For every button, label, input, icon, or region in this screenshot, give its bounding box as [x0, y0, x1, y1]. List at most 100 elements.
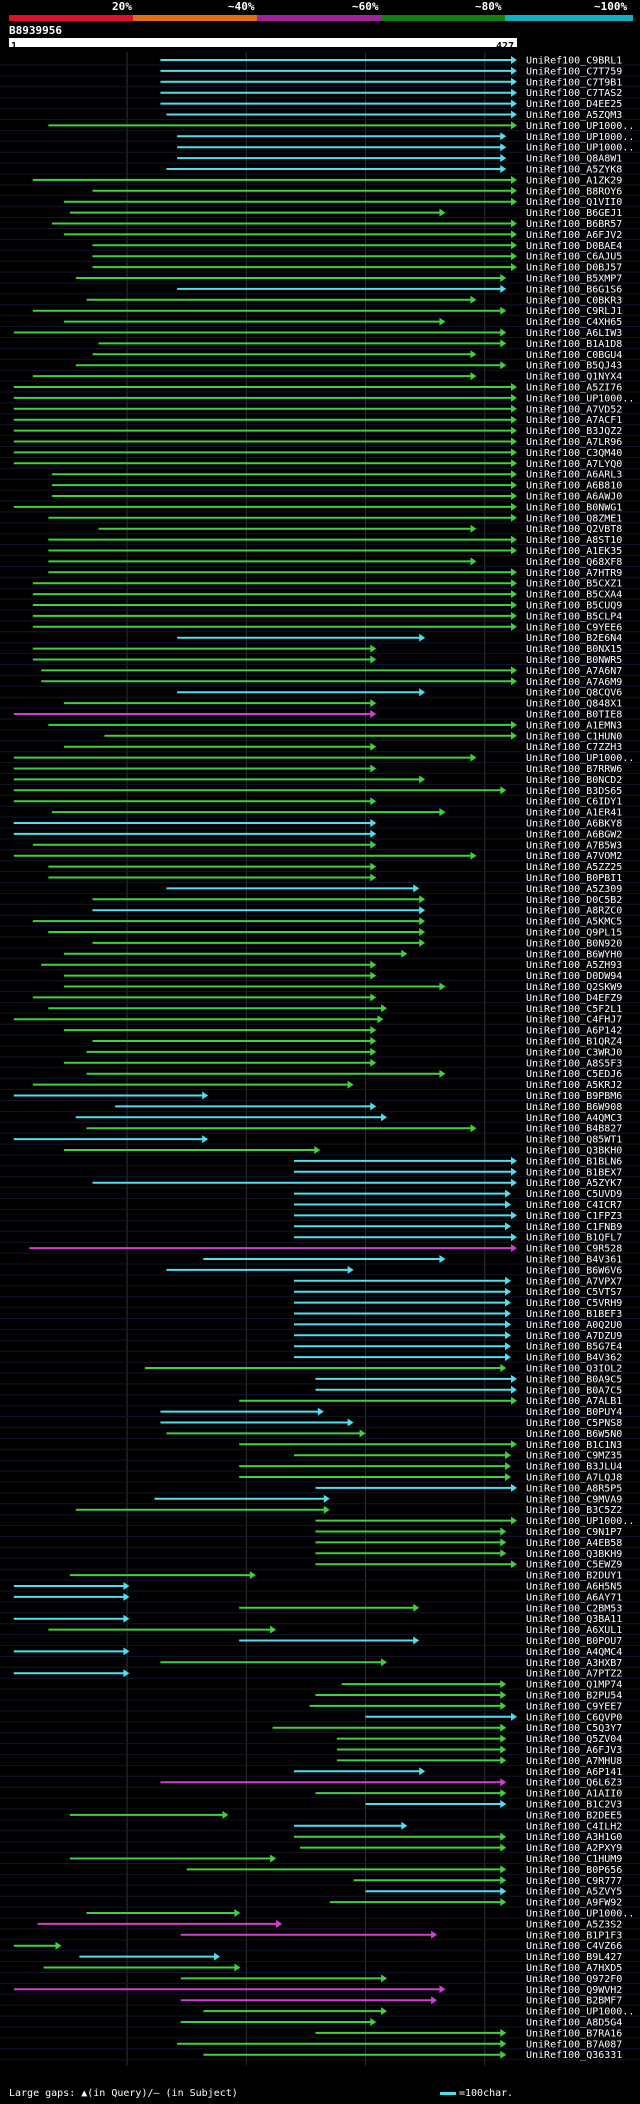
hit-label[interactable]: UniRef100_C9MZ35 — [526, 1451, 622, 1462]
hit-label[interactable]: UniRef100_C7TAS2 — [526, 88, 622, 99]
hit-label[interactable]: UniRef100_A7HTR9 — [526, 568, 622, 579]
hit-label[interactable]: UniRef100_A6LIW3 — [526, 328, 622, 339]
hit-label[interactable]: UniRef100_A5ZQM3 — [526, 110, 622, 121]
hit-label[interactable]: UniRef100_A6P142 — [526, 1026, 622, 1037]
hit-label[interactable]: UniRef100_A6AY71 — [526, 1592, 622, 1603]
hit-label[interactable]: UniRef100_C3WRJ0 — [526, 1047, 622, 1058]
hit-label[interactable]: UniRef100_B0NCD2 — [526, 775, 622, 786]
hit-label[interactable]: UniRef100_UP1000.. — [526, 143, 634, 154]
hit-label[interactable]: UniRef100_C4FHJ7 — [526, 1015, 622, 1026]
hit-label[interactable]: UniRef100_A9FW92 — [526, 1898, 622, 1909]
hit-label[interactable]: UniRef100_A1ER41 — [526, 808, 622, 819]
hit-label[interactable]: UniRef100_A5KRJ2 — [526, 1080, 622, 1091]
hit-label[interactable]: UniRef100_D0C5B2 — [526, 895, 622, 906]
hit-label[interactable]: UniRef100_C7ZZH3 — [526, 742, 622, 753]
hit-label[interactable]: UniRef100_B2E6N4 — [526, 633, 622, 644]
hit-label[interactable]: UniRef100_A0Q2U0 — [526, 1320, 622, 1331]
hit-label[interactable]: UniRef100_B0PUY4 — [526, 1407, 622, 1418]
hit-label[interactable]: UniRef100_B4B827 — [526, 1124, 622, 1135]
hit-label[interactable]: UniRef100_B5CXZ1 — [526, 579, 622, 590]
hit-label[interactable]: UniRef100_C6IDY1 — [526, 797, 622, 808]
hit-label[interactable]: UniRef100_C5EDJ6 — [526, 1069, 622, 1080]
hit-label[interactable]: UniRef100_A8D5G4 — [526, 2018, 622, 2029]
hit-label[interactable]: UniRef100_A5ZZ25 — [526, 862, 622, 873]
hit-label[interactable]: UniRef100_C9BRL1 — [526, 56, 622, 67]
hit-label[interactable]: UniRef100_B1BEX7 — [526, 1167, 622, 1178]
hit-label[interactable]: UniRef100_Q3BA11 — [526, 1614, 622, 1625]
hit-label[interactable]: UniRef100_C5Q3Y7 — [526, 1723, 622, 1734]
hit-label[interactable]: UniRef100_B7RA16 — [526, 2028, 622, 2039]
hit-label[interactable]: UniRef100_A6FJV2 — [526, 230, 622, 241]
hit-label[interactable]: UniRef100_C5VTS7 — [526, 1287, 622, 1298]
hit-label[interactable]: UniRef100_B0NWR5 — [526, 655, 622, 666]
hit-label[interactable]: UniRef100_A6XUL1 — [526, 1625, 622, 1636]
hit-label[interactable]: UniRef100_B1QRZ4 — [526, 1037, 622, 1048]
hit-label[interactable]: UniRef100_A1AII0 — [526, 1789, 622, 1800]
hit-label[interactable]: UniRef100_B1QFL7 — [526, 1233, 622, 1244]
hit-label[interactable]: UniRef100_A5Z309 — [526, 884, 622, 895]
hit-label[interactable]: UniRef100_C5F2L1 — [526, 1004, 622, 1015]
hit-label[interactable]: UniRef100_B6GEJ1 — [526, 208, 622, 219]
hit-label[interactable]: UniRef100_A7ALB1 — [526, 1396, 622, 1407]
hit-label[interactable]: UniRef100_A6AWJ0 — [526, 492, 622, 503]
hit-label[interactable]: UniRef100_A8RZC0 — [526, 906, 622, 917]
hit-label[interactable]: UniRef100_A5ZVY5 — [526, 1887, 622, 1898]
hit-label[interactable]: UniRef100_B9L427 — [526, 1952, 622, 1963]
hit-label[interactable]: UniRef100_A1EK35 — [526, 546, 622, 557]
hit-label[interactable]: UniRef100_A2PXY9 — [526, 1843, 622, 1854]
hit-label[interactable]: UniRef100_A6H5N5 — [526, 1582, 622, 1593]
hit-label[interactable]: UniRef100_B6BR57 — [526, 219, 622, 230]
hit-label[interactable]: UniRef100_B8ROY6 — [526, 186, 622, 197]
hit-label[interactable]: UniRef100_B2DUY1 — [526, 1571, 622, 1582]
hit-label[interactable]: UniRef100_A6ARL3 — [526, 470, 622, 481]
hit-label[interactable]: UniRef100_A3HXB7 — [526, 1658, 622, 1669]
hit-label[interactable]: UniRef100_D0BJ57 — [526, 263, 622, 274]
hit-label[interactable]: UniRef100_UP1000.. — [526, 132, 634, 143]
hit-label[interactable]: UniRef100_B7RRW6 — [526, 764, 622, 775]
hit-label[interactable]: UniRef100_C7T9B1 — [526, 77, 622, 88]
hit-label[interactable]: UniRef100_B6G1S6 — [526, 284, 622, 295]
hit-label[interactable]: UniRef100_A7VOM2 — [526, 851, 622, 862]
hit-label[interactable]: UniRef100_Q8ZME1 — [526, 513, 622, 524]
hit-label[interactable]: UniRef100_B0POU7 — [526, 1636, 622, 1647]
hit-label[interactable]: UniRef100_B0NWG1 — [526, 502, 622, 513]
hit-label[interactable]: UniRef100_A8ST10 — [526, 535, 622, 546]
hit-label[interactable]: UniRef100_C1HUN0 — [526, 731, 622, 742]
hit-label[interactable]: UniRef100_UP1000.. — [526, 121, 634, 132]
hit-label[interactable]: UniRef100_A7LQJ8 — [526, 1473, 622, 1484]
hit-label[interactable]: UniRef100_A5ZYK7 — [526, 1178, 622, 1189]
hit-label[interactable]: UniRef100_B2BMF7 — [526, 1996, 622, 2007]
hit-label[interactable]: UniRef100_Q972F0 — [526, 1974, 622, 1985]
hit-label[interactable]: UniRef100_A6BGW2 — [526, 829, 622, 840]
hit-label[interactable]: UniRef100_B7A087 — [526, 2039, 622, 2050]
hit-label[interactable]: UniRef100_A3H1G0 — [526, 1832, 622, 1843]
hit-label[interactable]: UniRef100_C0BKR3 — [526, 295, 622, 306]
hit-label[interactable]: UniRef100_UP1000.. — [526, 753, 634, 764]
hit-label[interactable]: UniRef100_B1BEF3 — [526, 1309, 622, 1320]
hit-label[interactable]: UniRef100_C1FNB9 — [526, 1222, 622, 1233]
hit-label[interactable]: UniRef100_C5UVD9 — [526, 1189, 622, 1200]
hit-label[interactable]: UniRef100_C9R777 — [526, 1876, 622, 1887]
hit-label[interactable]: UniRef100_C1HUM9 — [526, 1854, 622, 1865]
hit-label[interactable]: UniRef100_A6B810 — [526, 481, 622, 492]
hit-label[interactable]: UniRef100_Q9WVH2 — [526, 1985, 622, 1996]
hit-label[interactable]: UniRef100_B0PBI1 — [526, 873, 622, 884]
hit-label[interactable]: UniRef100_Q1VII0 — [526, 197, 622, 208]
hit-label[interactable]: UniRef100_A5KMC5 — [526, 917, 622, 928]
hit-label[interactable]: UniRef100_A8S5F3 — [526, 1058, 622, 1069]
hit-label[interactable]: UniRef100_A6FJV3 — [526, 1745, 622, 1756]
hit-label[interactable]: UniRef100_C6AJU5 — [526, 252, 622, 263]
hit-label[interactable]: UniRef100_UP1000.. — [526, 1909, 634, 1920]
hit-label[interactable]: UniRef100_B3JQZ2 — [526, 426, 622, 437]
hit-label[interactable]: UniRef100_B1A1D8 — [526, 339, 622, 350]
hit-label[interactable]: UniRef100_UP1000.. — [526, 2007, 634, 2018]
hit-label[interactable]: UniRef100_B5XMP7 — [526, 274, 622, 285]
hit-label[interactable]: UniRef100_D0DW94 — [526, 971, 622, 982]
hit-label[interactable]: UniRef100_A6BKY8 — [526, 819, 622, 830]
hit-label[interactable]: UniRef100_C4ILH2 — [526, 1821, 622, 1832]
hit-label[interactable]: UniRef100_B5QJ43 — [526, 361, 622, 372]
hit-label[interactable]: UniRef100_UP1000.. — [526, 1516, 634, 1527]
hit-label[interactable]: UniRef100_B2PU54 — [526, 1691, 622, 1702]
hit-label[interactable]: UniRef100_B0P656 — [526, 1865, 622, 1876]
hit-label[interactable]: UniRef100_B9PBM6 — [526, 1091, 622, 1102]
